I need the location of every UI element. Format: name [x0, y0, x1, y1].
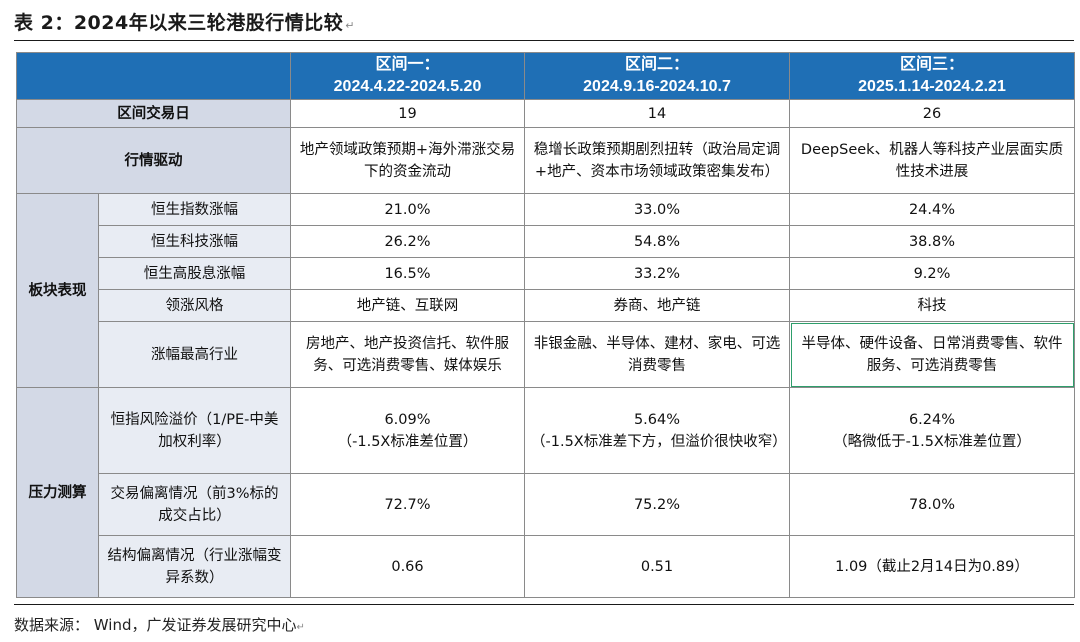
cell-value: 5.64% （-1.5X标准差下方，但溢价很快收窄） [524, 387, 790, 474]
table-row: 交易偏离情况（前3%标的成交占比） 72.7% 75.2% 78.0% [17, 473, 1075, 536]
cell-main-value: 5.64% [633, 411, 681, 428]
table-row: 恒生高股息涨幅 16.5% 33.2% 9.2% [17, 257, 1075, 290]
table-row: 区间交易日 19 14 26 [16, 99, 1075, 128]
cell-value: 非银金融、半导体、建材、家电、可选消费零售 [524, 321, 790, 388]
cell-value: 78.0% [789, 473, 1075, 536]
cell-value-highlighted: 半导体、硬件设备、日常消费零售、软件服务、可选消费零售 [789, 321, 1075, 388]
cell-note: （-1.5X标准差位置） [337, 433, 478, 450]
paragraph-mark-icon: ↵ [296, 622, 305, 633]
table-row: 领涨风格 地产链、互联网 券商、地产链 科技 [17, 289, 1075, 322]
cell-value: 72.7% [290, 473, 525, 536]
cell-value: 1.09（截止2月14日为0.89） [789, 535, 1075, 598]
cell-trading-days-1: 19 [290, 99, 525, 128]
header-period-3: 区间三： 2025.1.14-2024.2.21 [789, 52, 1075, 100]
cell-value: 券商、地产链 [524, 289, 790, 322]
paragraph-mark-icon: ↵ [345, 19, 355, 32]
table-row: 板块表现 恒生指数涨幅 21.0% 33.0% 24.4% [16, 193, 1075, 388]
cell-value: 33.2% [524, 257, 790, 290]
table-row: 结构偏离情况（行业涨幅变异系数） 0.66 0.51 1.09（截止2月14日为… [17, 535, 1075, 598]
source-text: Wind，广发证券发展研究中心 [93, 616, 297, 634]
cell-trading-days-2: 14 [524, 99, 790, 128]
cell-note: （略微低于-1.5X标准差位置） [833, 433, 1031, 450]
table-row: 行情驱动 地产领域政策预期+海外滞涨交易下的资金流动 稳增长政策预期剧烈扭转（政… [16, 127, 1075, 194]
row-label-trading-days: 区间交易日 [16, 99, 291, 128]
cell-value: 房地产、地产投资信托、软件服务、可选消费零售、媒体娱乐 [290, 321, 525, 388]
table-row: 恒生科技涨幅 26.2% 54.8% 38.8% [17, 225, 1075, 258]
cell-value: 科技 [789, 289, 1075, 322]
row-label: 恒生科技涨幅 [98, 225, 291, 258]
cell-value: 21.0% [290, 193, 525, 226]
cell-main-value: 6.24% [908, 411, 956, 428]
row-label-driver: 行情驱动 [16, 127, 291, 194]
row-label: 恒指风险溢价（1/PE-中美加权利率） [98, 387, 291, 474]
cell-value: 16.5% [290, 257, 525, 290]
group-label-pressure: 压力测算 [16, 387, 99, 598]
table-title: 表 2：2024年以来三轮港股行情比较 ↵ [14, 12, 355, 34]
row-label: 恒生指数涨幅 [98, 193, 291, 226]
cell-main-value: 6.09% [384, 411, 431, 428]
cell-value: 75.2% [524, 473, 790, 536]
cell-value: 0.51 [524, 535, 790, 598]
top-rule [14, 40, 1074, 41]
cell-value: 9.2% [789, 257, 1075, 290]
row-label: 交易偏离情况（前3%标的成交占比） [98, 473, 291, 536]
header-period-1: 区间一： 2024.4.22-2024.5.20 [290, 52, 525, 100]
cell-driver-1: 地产领域政策预期+海外滞涨交易下的资金流动 [290, 127, 525, 194]
header-period-2: 区间二： 2024.9.16-2024.10.7 [524, 52, 790, 100]
cell-trading-days-3: 26 [789, 99, 1075, 128]
row-label: 涨幅最高行业 [98, 321, 291, 388]
table-row: 压力测算 恒指风险溢价（1/PE-中美加权利率） 6.09% （-1.5X标准差位… [16, 387, 1075, 598]
cell-note: （-1.5X标准差下方，但溢价很快收窄） [531, 433, 787, 450]
bottom-rule [14, 604, 1074, 605]
table-row: 涨幅最高行业 房地产、地产投资信托、软件服务、可选消费零售、媒体娱乐 非银金融、… [17, 321, 1075, 388]
header-corner [16, 52, 291, 100]
group-label-sector: 板块表现 [16, 193, 99, 388]
cell-value: 33.0% [524, 193, 790, 226]
cell-driver-3: DeepSeek、机器人等科技产业层面实质性技术进展 [789, 127, 1075, 194]
header-row: 区间一： 2024.4.22-2024.5.20 区间二： 2024.9.16-20… [16, 52, 1075, 100]
row-label: 领涨风格 [98, 289, 291, 322]
cell-value: 地产链、互联网 [290, 289, 525, 322]
row-label: 恒生高股息涨幅 [98, 257, 291, 290]
source-note: 数据来源： Wind，广发证券发展研究中心↵ [14, 614, 305, 635]
cell-value: 6.09% （-1.5X标准差位置） [290, 387, 525, 474]
cell-value: 6.24% （略微低于-1.5X标准差位置） [789, 387, 1075, 474]
cell-value: 0.66 [290, 535, 525, 598]
row-label: 结构偏离情况（行业涨幅变异系数） [98, 535, 291, 598]
comparison-table: 区间一： 2024.4.22-2024.5.20 区间二： 2024.9.16-20… [16, 52, 1075, 598]
cell-driver-2: 稳增长政策预期剧烈扭转（政治局定调+地产、资本市场领域政策密集发布） [524, 127, 790, 194]
source-label: 数据来源： [14, 616, 90, 634]
cell-value: 38.8% [789, 225, 1075, 258]
cell-value: 54.8% [524, 225, 790, 258]
cell-value: 26.2% [290, 225, 525, 258]
cell-value: 24.4% [789, 193, 1075, 226]
